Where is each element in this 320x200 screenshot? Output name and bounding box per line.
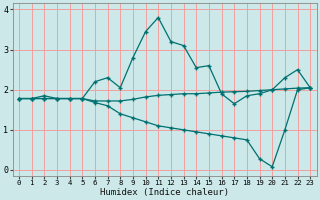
X-axis label: Humidex (Indice chaleur): Humidex (Indice chaleur) [100,188,229,197]
